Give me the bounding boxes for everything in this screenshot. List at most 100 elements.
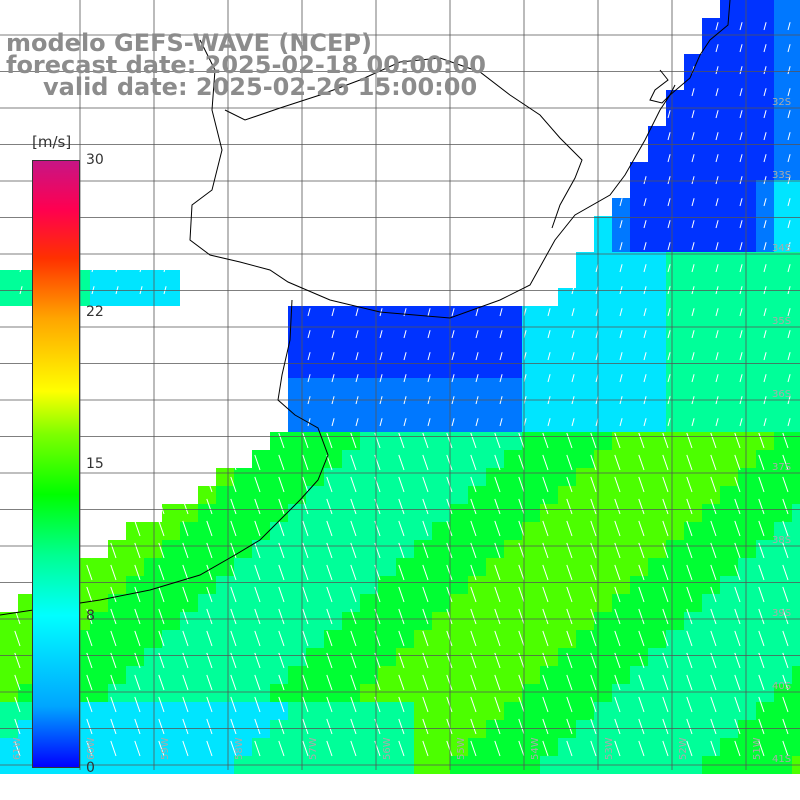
wind-arrow <box>446 630 453 647</box>
wind-speed-cell <box>396 396 414 414</box>
wind-speed-cell <box>756 612 774 630</box>
wind-arrow <box>182 586 189 603</box>
wind-speed-cell <box>792 126 800 144</box>
wind-speed-cell <box>756 720 774 738</box>
wind-arrow <box>302 498 309 515</box>
wind-speed-cell <box>792 522 800 540</box>
wind-speed-cell <box>198 522 216 540</box>
wind-speed-cell <box>360 738 378 756</box>
wind-speed-cell <box>468 558 486 576</box>
wind-speed-cell <box>540 450 558 468</box>
wind-speed-cell <box>360 702 378 720</box>
wind-speed-cell <box>666 666 684 684</box>
wind-speed-cell <box>432 324 450 342</box>
wind-arrow <box>14 608 21 625</box>
latitude-label: 39S <box>772 608 791 619</box>
wind-speed-cell <box>648 702 666 720</box>
wind-arrow <box>86 564 93 581</box>
wind-speed-cell <box>306 648 324 666</box>
wind-speed-cell <box>666 360 684 378</box>
wind-speed-cell <box>126 720 144 738</box>
wind-speed-cell <box>162 558 180 576</box>
wind-arrow <box>739 198 743 207</box>
wind-speed-cell <box>198 594 216 612</box>
colorbar-unit-label: [m/s] <box>32 133 72 151</box>
wind-arrow <box>427 352 431 361</box>
wind-speed-cell <box>324 522 342 540</box>
wind-speed-cell <box>432 450 450 468</box>
wind-speed-cell <box>432 648 450 666</box>
wind-speed-cell <box>792 0 800 18</box>
wind-speed-cell <box>756 648 774 666</box>
wind-arrow <box>638 476 645 493</box>
wind-arrow <box>542 520 549 537</box>
wind-arrow <box>475 330 479 339</box>
wind-speed-cell <box>324 378 342 396</box>
wind-arrow <box>254 542 261 559</box>
wind-arrow <box>782 608 789 625</box>
wind-arrow <box>134 564 141 581</box>
wind-arrow <box>158 586 165 603</box>
wind-arrow <box>691 198 695 207</box>
wind-arrow <box>182 608 189 625</box>
wind-speed-cell <box>396 576 414 594</box>
wind-speed-cell <box>468 540 486 558</box>
wind-arrow <box>739 66 743 75</box>
wind-speed-cell <box>738 342 756 360</box>
wind-speed-cell <box>396 702 414 720</box>
wind-speed-cell <box>774 288 792 306</box>
wind-arrow <box>643 242 647 251</box>
wind-arrow <box>739 220 743 229</box>
wind-speed-cell <box>324 342 342 360</box>
wind-arrow <box>734 608 741 625</box>
wind-speed-cell <box>252 738 270 756</box>
wind-speed-cell <box>738 738 756 756</box>
wind-arrow <box>619 308 623 317</box>
wind-arrow <box>278 476 285 493</box>
wind-speed-cell <box>90 630 108 648</box>
wind-speed-cell <box>378 666 396 684</box>
wind-arrow <box>446 454 453 471</box>
wind-arrow <box>350 542 357 559</box>
wind-speed-cell <box>738 54 756 72</box>
wind-arrow <box>182 542 189 559</box>
wind-speed-cell <box>720 594 738 612</box>
wind-speed-cell <box>252 522 270 540</box>
wind-arrow <box>110 718 117 735</box>
wind-arrow <box>542 740 549 757</box>
wind-speed-cell <box>234 576 252 594</box>
wind-speed-cell <box>468 342 486 360</box>
wind-speed-cell <box>360 306 378 324</box>
wind-arrow <box>614 608 621 625</box>
wind-speed-cell <box>360 342 378 360</box>
wind-speed-cell <box>486 648 504 666</box>
wind-speed-cell <box>414 342 432 360</box>
wind-speed-cell <box>648 162 666 180</box>
wind-speed-cell <box>612 720 630 738</box>
wind-speed-cell <box>468 684 486 702</box>
wind-speed-cell <box>162 666 180 684</box>
wind-speed-cell <box>288 720 306 738</box>
wind-speed-cell <box>666 180 684 198</box>
wind-speed-cell <box>630 702 648 720</box>
wind-arrow <box>110 630 117 647</box>
wind-speed-cell <box>126 684 144 702</box>
wind-arrow <box>326 542 333 559</box>
wind-speed-cell <box>108 684 126 702</box>
wind-speed-cell <box>378 450 396 468</box>
wind-speed-cell <box>144 270 162 288</box>
wind-speed-cell <box>450 576 468 594</box>
wind-arrow <box>398 520 405 537</box>
wind-speed-cell <box>756 36 774 54</box>
wind-speed-cell <box>180 594 198 612</box>
wind-arrow <box>206 542 213 559</box>
wind-speed-cell <box>432 342 450 360</box>
wind-speed-cell <box>666 378 684 396</box>
wind-arrow <box>470 432 477 449</box>
wind-speed-cell <box>396 486 414 504</box>
wind-speed-cell <box>90 612 108 630</box>
wind-speed-cell <box>288 306 306 324</box>
wind-speed-cell <box>324 702 342 720</box>
wind-speed-cell <box>108 576 126 594</box>
wind-arrow <box>446 608 453 625</box>
